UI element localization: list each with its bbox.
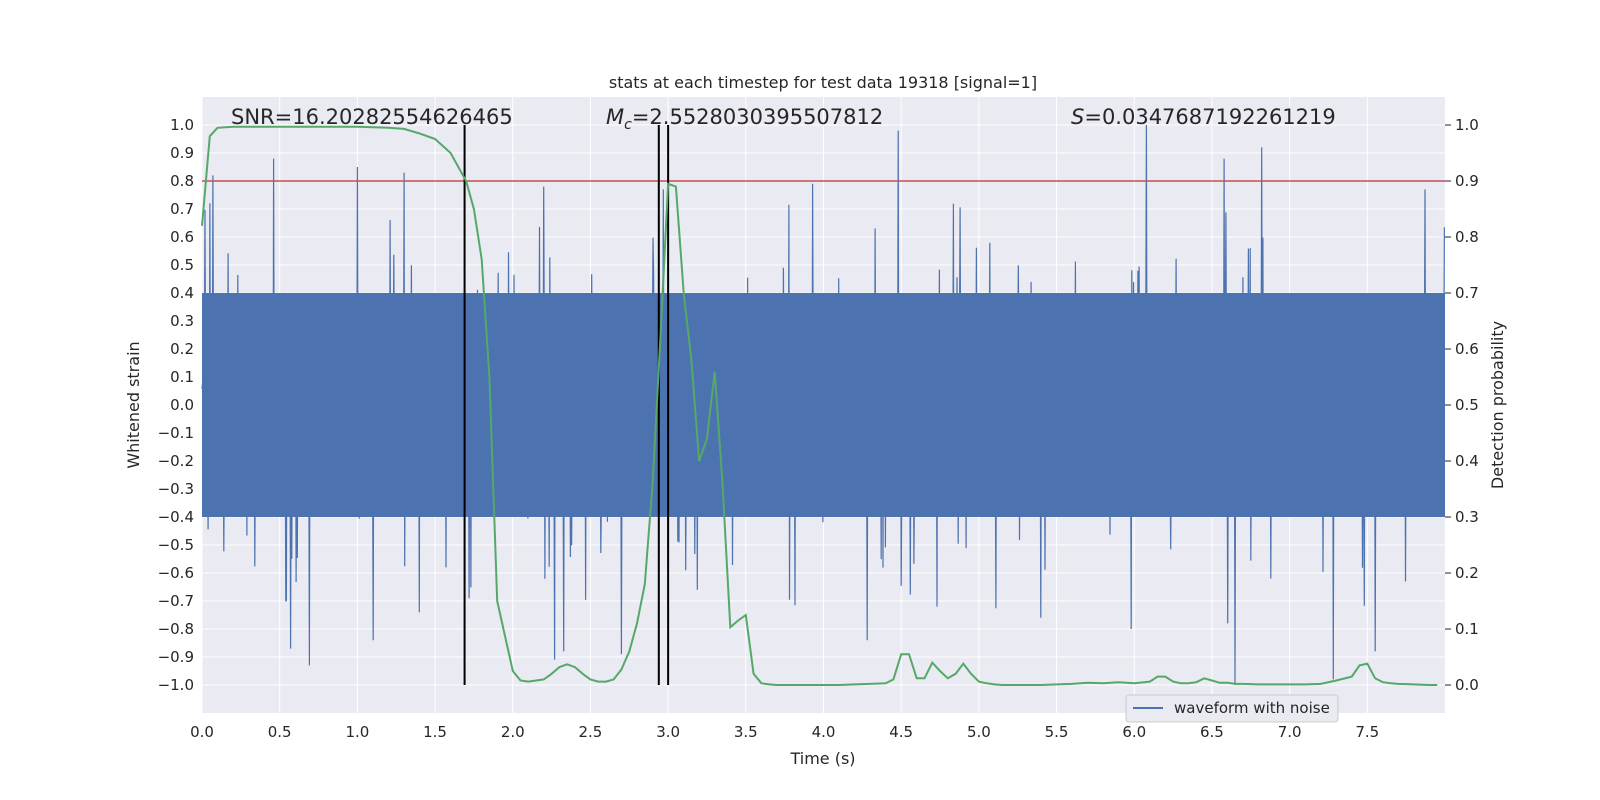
- y-tick-label: −0.8: [158, 620, 194, 638]
- x-tick-label: 4.0: [812, 723, 836, 741]
- y-tick-label: 1.0: [170, 116, 194, 134]
- x-tick-label: 5.5: [1045, 723, 1069, 741]
- x-tick-label: 0.0: [190, 723, 214, 741]
- overlay-layer: [201, 125, 1445, 686]
- y-tick-label: 0.2: [170, 340, 194, 358]
- y-right-tick-label: 0.2: [1455, 564, 1479, 582]
- y-right-tick-label: 1.0: [1455, 116, 1479, 134]
- y-right-tick-label: 0.1: [1455, 620, 1479, 638]
- y-tick-label: 0.4: [170, 284, 194, 302]
- x-tick-label: 5.0: [967, 723, 991, 741]
- x-axis-label: Time (s): [789, 749, 855, 768]
- y-tick-label: 0.9: [170, 144, 194, 162]
- tick-labels: 0.0 0.5 1.0 1.5 2.0 2.5 3.0 3.5 4.0 4.5 5.0 5.5 6.0 6…: [158, 116, 1479, 741]
- y-right-tick-label: 0.9: [1455, 172, 1479, 190]
- x-tick-label: 3.5: [734, 723, 758, 741]
- y-tick-label: 0.6: [170, 228, 194, 246]
- y-right-tick-label: 0.3: [1455, 508, 1479, 526]
- legend: waveform with noise: [1125, 694, 1339, 723]
- x-tick-label: 2.5: [579, 723, 603, 741]
- y-right-tick-label: 0.6: [1455, 340, 1479, 358]
- y-right-tick-label: 0.8: [1455, 228, 1479, 246]
- s-annotation: S=0.0347687192261219: [1071, 105, 1336, 129]
- y-tick-label: −0.6: [158, 564, 194, 582]
- y-axis-right-label: Detection probability: [1488, 321, 1507, 489]
- y-tick-label: 0.5: [170, 256, 194, 274]
- chirp-mass-annotation: Mc=2.5528030395507812: [606, 105, 883, 133]
- legend-label: waveform with noise: [1174, 699, 1330, 717]
- y-tick-label: −0.4: [158, 508, 194, 526]
- y-tick-label: −0.2: [158, 452, 194, 470]
- y-right-tick-label: 0.7: [1455, 284, 1479, 302]
- s-symbol: S: [1071, 105, 1084, 129]
- x-tick-label: 7.5: [1355, 723, 1379, 741]
- detection-probability-line: [201, 125, 1438, 686]
- x-tick-label: 1.0: [345, 723, 369, 741]
- x-tick-label: 0.5: [268, 723, 292, 741]
- chirp-mass-value: =2.5528030395507812: [632, 105, 883, 129]
- waveform-dense-band: [202, 293, 1445, 517]
- x-tick-label: 1.5: [423, 723, 447, 741]
- y-tick-label: 0.1: [170, 368, 194, 386]
- y-right-tick-label: 0.5: [1455, 396, 1479, 414]
- legend-box: [1125, 694, 1339, 723]
- y-tick-label: −0.5: [158, 536, 194, 554]
- y-tick-label: 0.7: [170, 200, 194, 218]
- snr-annotation: SNR=16.20282554626465: [231, 105, 513, 129]
- y-tick-label: 0.8: [170, 172, 194, 190]
- x-tick-label: 6.5: [1200, 723, 1224, 741]
- x-tick-label: 4.5: [889, 723, 913, 741]
- y-tick-label: −0.7: [158, 592, 194, 610]
- x-tick-label: 7.0: [1278, 723, 1302, 741]
- y-tick-label: −0.9: [158, 648, 194, 666]
- s-value: =0.0347687192261219: [1084, 105, 1335, 129]
- x-tick-label: 3.0: [656, 723, 680, 741]
- x-tick-label: 2.0: [501, 723, 525, 741]
- waveform-series: [201, 124, 1445, 686]
- chirp-mass-subscript: c: [624, 117, 632, 133]
- y-tick-label: 0.0: [170, 396, 194, 414]
- y-right-tick-label: 0.4: [1455, 452, 1479, 470]
- y-tick-label: −0.1: [158, 424, 194, 442]
- y-tick-label: −0.3: [158, 480, 194, 498]
- y-axis-label: Whitened strain: [124, 341, 143, 468]
- chart-title: stats at each timestep for test data 193…: [609, 73, 1037, 92]
- y-right-tick-label: 0.0: [1455, 676, 1479, 694]
- x-tick-label: 6.0: [1122, 723, 1146, 741]
- y-tick-label: −1.0: [158, 676, 194, 694]
- chirp-mass-symbol: M: [606, 105, 624, 129]
- y-tick-label: 0.3: [170, 312, 194, 330]
